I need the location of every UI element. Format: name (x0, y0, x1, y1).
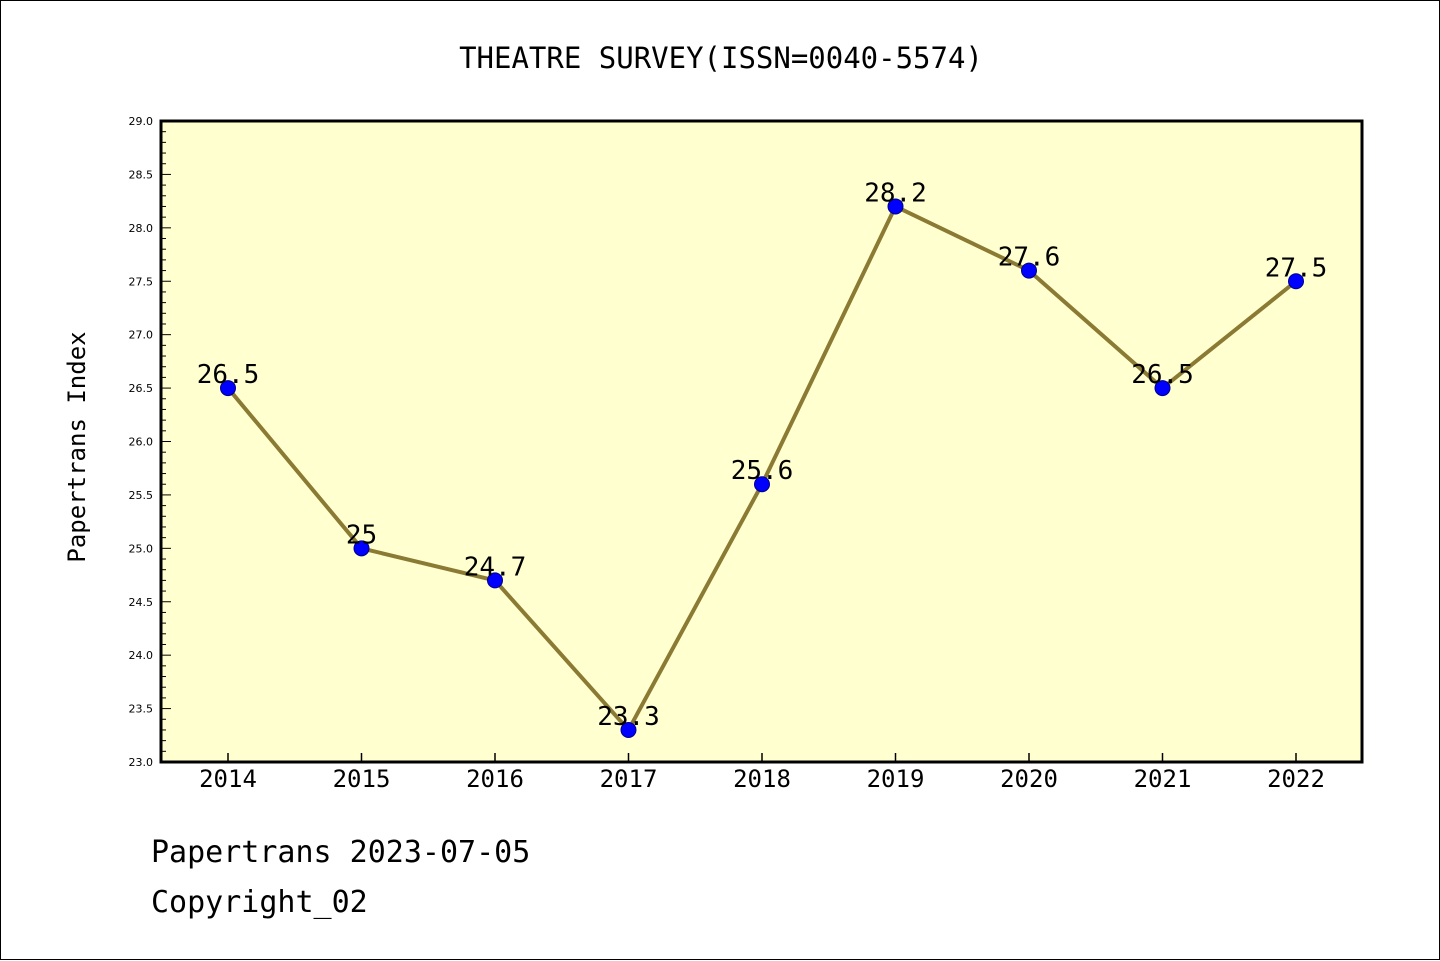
y-tick-label: 23.0 (129, 756, 154, 769)
data-point (1154, 380, 1171, 397)
data-label: 26.5 (1131, 360, 1194, 390)
x-tick-label: 2021 (1134, 765, 1192, 793)
data-label: 27.5 (1265, 253, 1328, 283)
y-tick-label: 24.5 (129, 596, 154, 609)
data-label: 28.2 (864, 178, 927, 208)
x-tick-label: 2017 (600, 765, 658, 793)
footer-copyright: Copyright_02 (151, 885, 368, 920)
data-point (887, 198, 904, 215)
x-tick-label: 2018 (733, 765, 791, 793)
y-axis-label: Papertrans Index (63, 331, 91, 562)
data-point (620, 721, 637, 738)
x-tick-label: 2016 (466, 765, 524, 793)
data-point (487, 572, 503, 589)
data-label: 24.7 (464, 552, 527, 582)
data-point (754, 476, 770, 493)
data-point (353, 540, 370, 557)
chart-title: THEATRE SURVEY(ISSN=0040-5574) (459, 41, 983, 75)
x-tick-label: 2015 (333, 765, 391, 793)
x-tick-label: 2019 (867, 765, 925, 793)
footer-date: Papertrans 2023-07-05 (151, 835, 531, 870)
y-tick-label: 25.0 (129, 542, 154, 555)
plot-area (161, 121, 1362, 762)
y-tick-label: 27.0 (129, 329, 154, 342)
y-tick-label: 29.0 (129, 115, 154, 128)
data-label: 27.6 (998, 243, 1061, 273)
x-tick-label: 2020 (1000, 765, 1058, 793)
y-tick-label: 26.0 (129, 436, 154, 449)
y-tick-label: 25.5 (129, 489, 154, 502)
y-tick-label: 28.5 (129, 168, 154, 181)
y-tick-label: 28.0 (129, 222, 154, 235)
data-point (1288, 273, 1304, 290)
data-label: 23.3 (597, 702, 660, 732)
y-tick-label: 26.5 (129, 382, 154, 395)
y-tick-label: 23.5 (129, 703, 154, 716)
data-label: 25 (346, 520, 377, 550)
plot-border (159, 119, 1364, 764)
data-label: 26.5 (197, 360, 260, 390)
data-point (1021, 262, 1037, 279)
x-tick-label: 2022 (1267, 765, 1325, 793)
y-tick-label: 24.0 (129, 649, 154, 662)
y-tick-label: 27.5 (129, 275, 154, 288)
data-point (220, 380, 236, 397)
data-label: 25.6 (731, 456, 794, 486)
x-tick-label: 2014 (199, 765, 257, 793)
